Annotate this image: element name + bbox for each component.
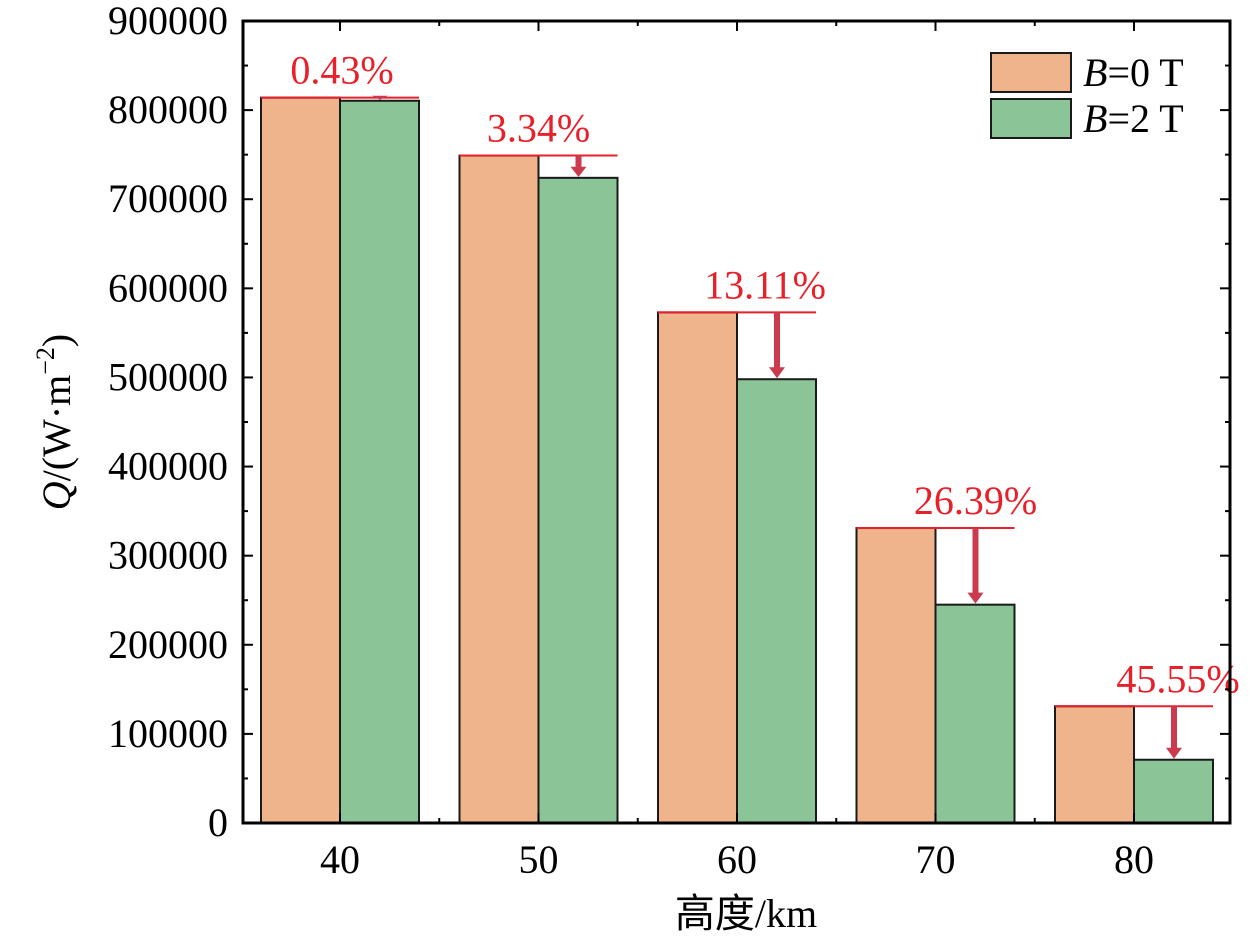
legend-swatch-series2 (990, 98, 1072, 139)
y-tick-label: 500000 (108, 354, 228, 399)
reduction-percent-label: 13.11% (704, 262, 826, 307)
y-tick-label: 700000 (108, 176, 228, 221)
x-tick-label: 50 (519, 837, 559, 882)
x-tick-label: 70 (916, 837, 956, 882)
legend-label-series2: B=2 T (1083, 96, 1184, 141)
x-axis-title: 高度/km (675, 891, 817, 936)
legend-label-variable: B (1083, 96, 1107, 141)
y-tick-label: 900000 (108, 0, 228, 43)
y-axis-title-unit: /(W·m (34, 375, 79, 482)
legend-label-variable: B (1083, 50, 1107, 95)
bar-series2-80 (1133, 758, 1214, 825)
y-tick-label: 100000 (108, 711, 228, 756)
y-tick-label: 400000 (108, 444, 228, 489)
bar-series2-60 (736, 378, 817, 824)
y-tick-label: 200000 (108, 622, 228, 667)
bars-layer (260, 96, 1214, 825)
bar-series1-40 (260, 96, 341, 824)
y-axis-title-close: ) (34, 334, 79, 347)
bar-series1-60 (657, 311, 738, 824)
ticks-layer: 0100000200000300000400000500000600000700… (108, 0, 1230, 882)
bar-series1-70 (855, 527, 937, 824)
reduction-percent-label: 45.55% (1116, 656, 1239, 701)
y-tick-label: 300000 (108, 533, 228, 578)
reduction-percent-label: 0.43% (290, 48, 393, 93)
y-tick-label: 0 (208, 800, 228, 845)
reduction-arrow-head (1166, 747, 1182, 759)
x-tick-label: 40 (320, 837, 360, 882)
reduction-arrow-head (967, 592, 984, 604)
y-axis-title-exponent: −2 (31, 347, 60, 375)
reduction-arrow-head (570, 166, 587, 177)
reduction-percent-label: 26.39% (914, 478, 1037, 523)
bar-series2-40 (339, 99, 420, 824)
reduction-percent-label: 3.34% (487, 106, 590, 151)
bar-series1-50 (458, 154, 540, 824)
legend: B=0 TB=2 T (990, 50, 1184, 141)
legend-label-series1: B=0 T (1083, 50, 1184, 95)
legend-label-value: =2 T (1107, 96, 1183, 141)
x-tick-label: 80 (1114, 837, 1154, 882)
bar-series1-80 (1054, 705, 1135, 825)
y-tick-label: 800000 (108, 87, 228, 132)
y-axis-title-symbol: Q (34, 481, 79, 510)
x-tick-label: 60 (717, 837, 757, 882)
reduction-arrow-head (372, 95, 388, 100)
legend-swatch-series1 (990, 52, 1072, 93)
bar-series2-70 (934, 603, 1016, 825)
bar-series2-50 (537, 176, 619, 824)
y-axis-title: Q/(W·m−2) (31, 334, 79, 511)
annotations-layer: 0.43% 3.34% 13.11% 26.39% 45.55% (261, 48, 1240, 759)
reduction-arrow-head (769, 367, 785, 379)
legend-label-value: =0 T (1107, 50, 1183, 95)
y-tick-label: 600000 (108, 265, 228, 310)
